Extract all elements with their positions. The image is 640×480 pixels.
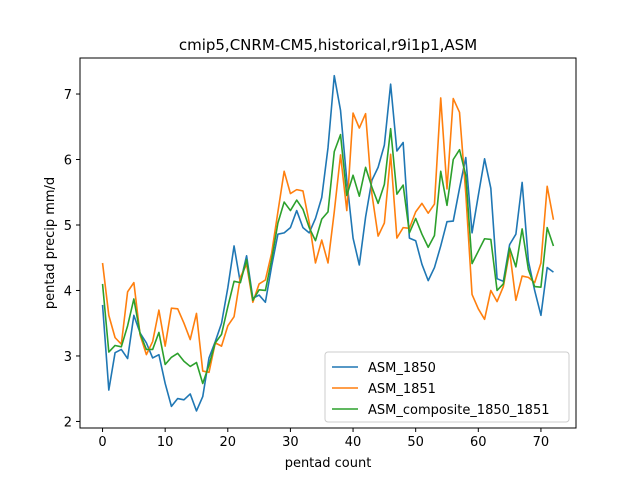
chart-title: cmip5,CNRM-CM5,historical,r9i1p1,ASM	[179, 36, 477, 54]
x-tick-label: 50	[407, 435, 424, 450]
y-tick-label: 3	[64, 350, 72, 365]
series-line-2	[101, 127, 555, 385]
legend-label-1: ASM_1851	[368, 382, 436, 397]
series-line-1	[101, 97, 555, 374]
legend-box	[324, 351, 570, 423]
x-tick-label: 30	[282, 435, 299, 450]
x-tick-label: 70	[533, 435, 550, 450]
series-line-0	[101, 74, 554, 412]
legend: ASM_1850 ASM_1851 ASM_composite_1850_1851	[324, 351, 570, 423]
x-tick-label: 20	[220, 435, 237, 450]
legend-entries: ASM_1850 ASM_1851 ASM_composite_1850_1851	[332, 361, 549, 418]
legend-label-2: ASM_composite_1850_1851	[368, 403, 549, 418]
x-axis-label: pentad count	[285, 456, 372, 471]
x-tick-label: 0	[98, 435, 106, 450]
x-tick-label: 40	[345, 435, 362, 450]
y-tick-label: 4	[64, 284, 72, 299]
y-axis-ticks: 2 3 4 5 6 7	[64, 88, 80, 430]
plot-area: 0 10 20 30 40 50 60 70 2 3 4 5 6 7	[64, 57, 577, 450]
axes-frame	[79, 57, 577, 429]
x-tick-label: 10	[157, 435, 174, 450]
x-tick-label: 60	[470, 435, 487, 450]
y-axis-label: pentad precip mm/d	[43, 177, 58, 309]
series-layer	[101, 74, 555, 412]
y-tick-label: 6	[64, 154, 72, 169]
y-tick-label: 7	[64, 88, 72, 103]
y-tick-label: 2	[64, 415, 72, 430]
x-axis-ticks: 0 10 20 30 40 50 60 70	[98, 428, 549, 450]
legend-label-0: ASM_1850	[368, 361, 436, 376]
y-tick-label: 5	[64, 219, 72, 234]
